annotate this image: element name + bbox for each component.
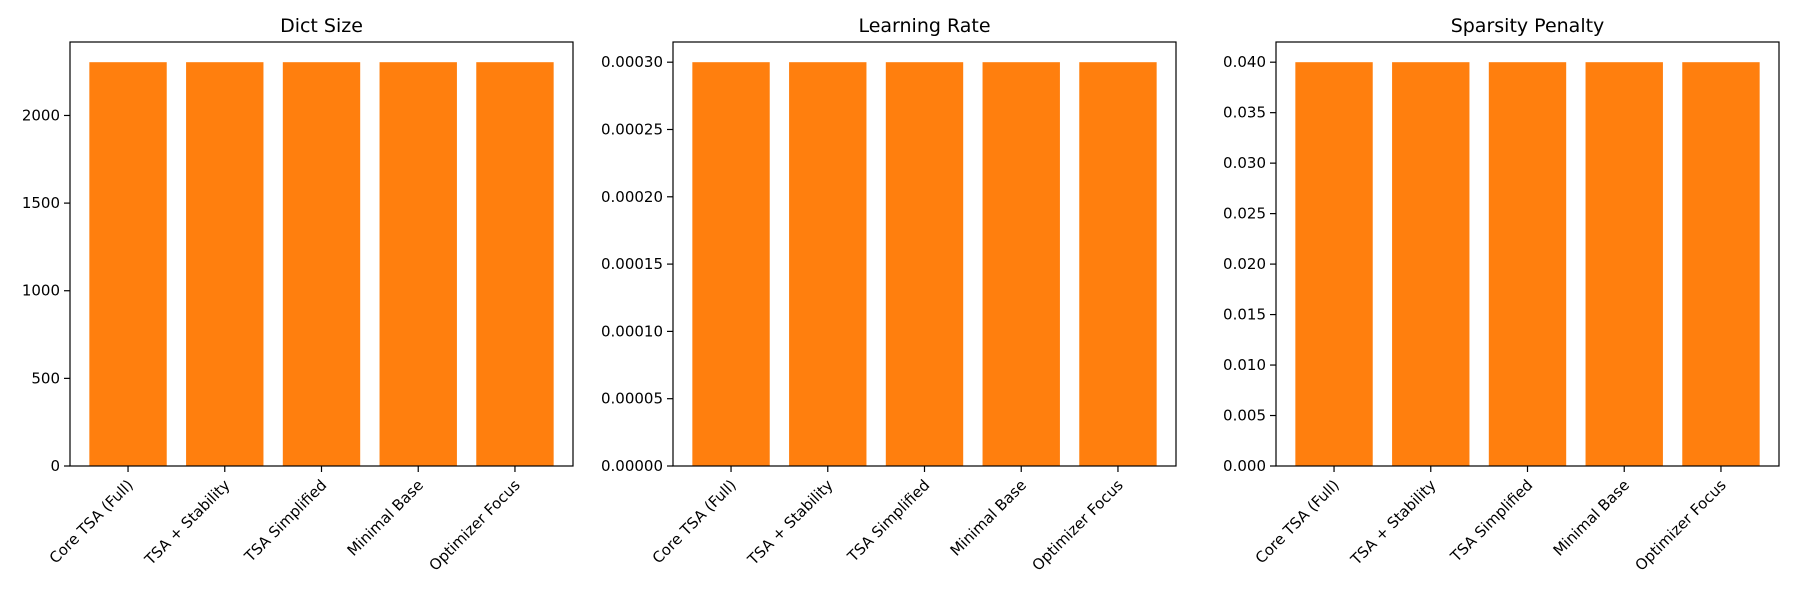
y-tick-label: 0.00010 [601, 322, 663, 340]
x-tick-label: TSA Simplified [1446, 476, 1536, 566]
x-tick-label: Optimizer Focus [1631, 476, 1729, 574]
y-tick-label: 0.025 [1223, 205, 1266, 223]
y-tick-label: 500 [31, 369, 60, 387]
x-tick-label: TSA + Stability [1346, 476, 1439, 569]
y-tick-label: 0.040 [1223, 53, 1266, 71]
bar [1295, 62, 1373, 466]
x-tick-label: Minimal Base [947, 476, 1030, 559]
y-tick-label: 0.00005 [601, 390, 663, 408]
x-tick-label: TSA + Stability [140, 476, 233, 569]
y-tick-label: 0.015 [1223, 306, 1266, 324]
x-tick-label: Minimal Base [344, 476, 427, 559]
bar [1682, 62, 1760, 466]
y-tick-label: 1500 [22, 194, 60, 212]
bar [476, 62, 554, 466]
bar [186, 62, 264, 466]
chart-title: Learning Rate [858, 15, 990, 37]
bar [89, 62, 167, 466]
x-tick-label: TSA Simplified [843, 476, 933, 566]
y-tick-label: 0.030 [1223, 154, 1266, 172]
bar [692, 62, 770, 466]
bar [982, 62, 1060, 466]
chart-title: Sparsity Penalty [1451, 15, 1605, 37]
chart-panel-3: Sparsity Penalty 0.000 0.005 0.010 0.015 0.02… [1223, 15, 1780, 574]
bar [885, 62, 964, 466]
bar [379, 62, 457, 466]
y-tick-label: 0.00015 [601, 255, 663, 273]
y-tick-label: 0.035 [1223, 104, 1266, 122]
y-tick-label: 1000 [22, 282, 60, 300]
x-tick-label: TSA + Stability [743, 476, 836, 569]
x-tick-label: Minimal Base [1550, 476, 1633, 559]
bar [1392, 62, 1470, 466]
y-tick-label: 0.00025 [601, 120, 663, 138]
chart-panel-2: Learning Rate 0.00000 0.00005 0.00010 0.0001… [601, 15, 1177, 574]
x-tick-label: Core TSA (Full) [46, 476, 137, 567]
chart-panel-1: Dict Size 0 500 1000 1500 2000 Core TSA (Full)… [22, 15, 574, 574]
x-tick-label: TSA Simplified [240, 476, 330, 566]
y-tick-label: 0.00000 [601, 457, 663, 475]
bar [1585, 62, 1663, 466]
y-tick-label: 2000 [22, 106, 60, 124]
y-tick-label: 0.005 [1223, 407, 1266, 425]
y-tick-label: 0.000 [1223, 457, 1266, 475]
bar [1079, 62, 1157, 466]
x-tick-label: Optimizer Focus [425, 476, 523, 574]
y-tick-label: 0 [50, 457, 60, 475]
chart-title: Dict Size [280, 15, 363, 37]
x-tick-label: Core TSA (Full) [649, 476, 740, 567]
x-tick-label: Core TSA (Full) [1252, 476, 1343, 567]
bar [1488, 62, 1567, 466]
x-tick-label: Optimizer Focus [1028, 476, 1126, 574]
bar [789, 62, 867, 466]
y-tick-label: 0.00030 [601, 53, 663, 71]
y-tick-label: 0.010 [1223, 356, 1266, 374]
y-tick-label: 0.00020 [601, 188, 663, 206]
bar [282, 62, 361, 466]
y-tick-label: 0.020 [1223, 255, 1266, 273]
